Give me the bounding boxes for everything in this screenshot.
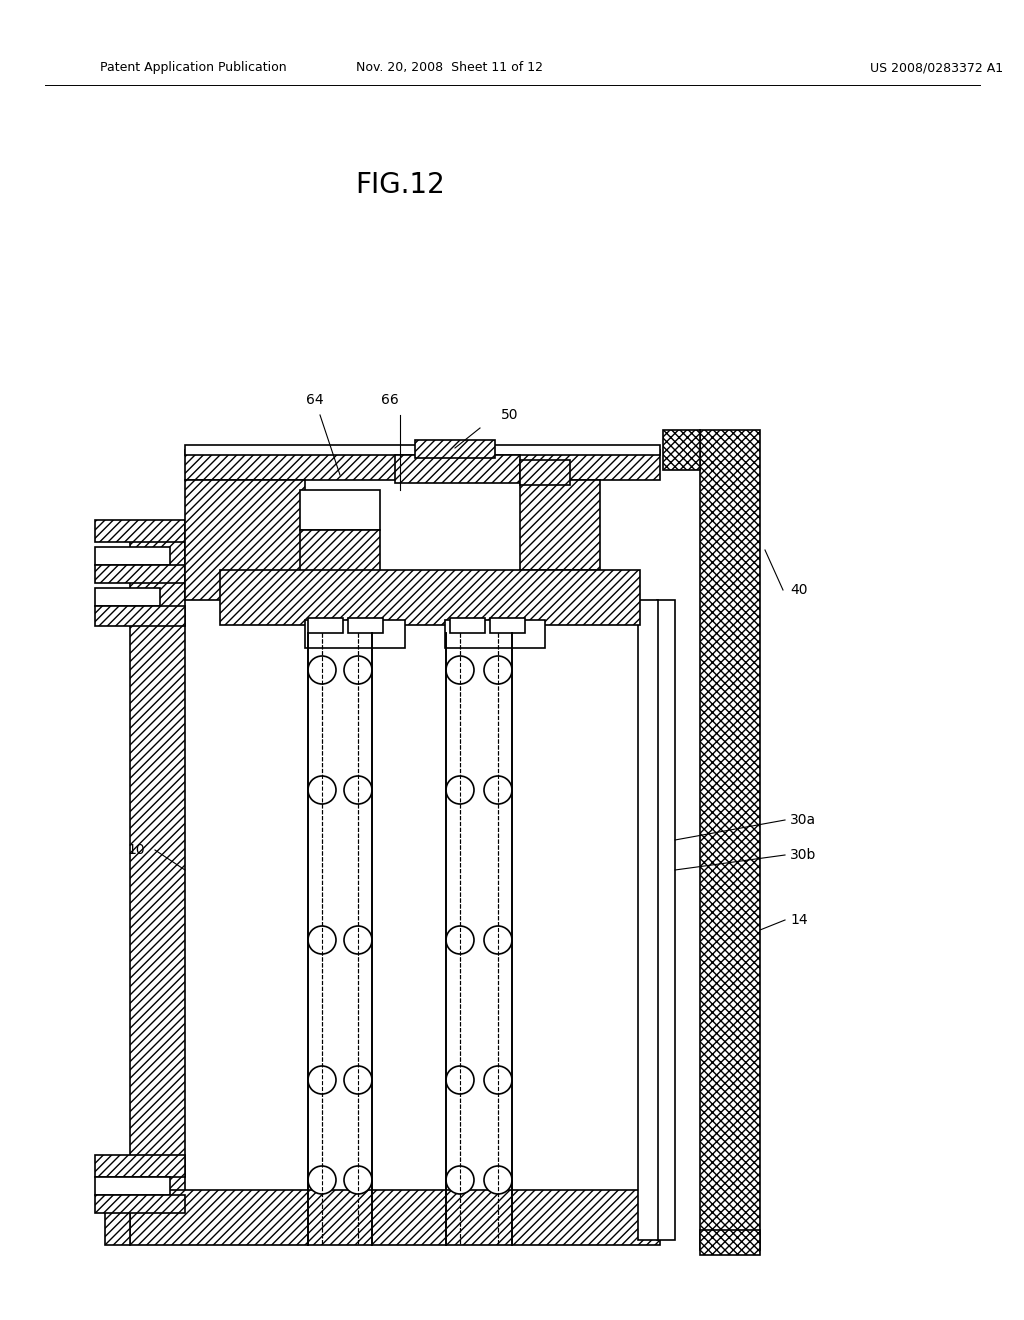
Bar (95, 546, 170, 565)
Text: FIG.12: FIG.12 (355, 172, 444, 199)
Bar (130, 1191, 660, 1245)
Circle shape (484, 1067, 512, 1094)
Bar (520, 480, 600, 570)
Circle shape (308, 656, 336, 684)
Bar (130, 531, 185, 1210)
Bar (514, 631, 634, 1221)
Text: 30b: 30b (790, 847, 816, 862)
Bar (373, 631, 445, 1221)
Bar (185, 480, 305, 601)
Text: Nov. 20, 2008  Sheet 11 of 12: Nov. 20, 2008 Sheet 11 of 12 (356, 62, 544, 74)
Circle shape (446, 776, 474, 804)
Text: 64: 64 (306, 393, 324, 407)
Bar (95, 1155, 185, 1177)
Bar (95, 1177, 170, 1195)
Circle shape (344, 1067, 372, 1094)
Text: Patent Application Publication: Patent Application Publication (100, 62, 287, 74)
Bar (95, 606, 185, 626)
Circle shape (308, 927, 336, 954)
Circle shape (446, 1166, 474, 1195)
Text: 50: 50 (502, 408, 519, 422)
Bar (663, 430, 700, 470)
Circle shape (484, 656, 512, 684)
Bar (700, 430, 760, 1250)
Text: US 2008/0283372 A1: US 2008/0283372 A1 (870, 62, 1004, 74)
Bar (395, 455, 520, 483)
Circle shape (484, 776, 512, 804)
Bar (657, 601, 675, 1239)
Bar (490, 618, 525, 634)
Bar (105, 1175, 130, 1245)
Circle shape (446, 656, 474, 684)
Text: 14: 14 (790, 913, 808, 927)
Bar (186, 631, 306, 1221)
Bar (185, 450, 660, 480)
Circle shape (308, 776, 336, 804)
Bar (638, 601, 658, 1239)
Circle shape (308, 1166, 336, 1195)
Bar (348, 618, 383, 634)
Bar (305, 620, 406, 648)
Circle shape (308, 1067, 336, 1094)
Text: 40: 40 (790, 583, 808, 597)
Bar (308, 618, 343, 634)
Text: 10: 10 (127, 843, 145, 857)
Circle shape (344, 927, 372, 954)
Bar (220, 570, 640, 624)
Circle shape (446, 1067, 474, 1094)
Bar (520, 459, 570, 484)
Circle shape (484, 927, 512, 954)
Text: 30a: 30a (790, 813, 816, 828)
Bar (95, 1195, 185, 1213)
Bar (185, 445, 660, 455)
Bar (305, 620, 406, 648)
Bar (95, 565, 185, 583)
Bar (700, 1230, 760, 1255)
Circle shape (344, 1166, 372, 1195)
Circle shape (446, 927, 474, 954)
Circle shape (344, 656, 372, 684)
Bar (95, 520, 185, 543)
Bar (415, 440, 495, 458)
Circle shape (484, 1166, 512, 1195)
Circle shape (344, 776, 372, 804)
Text: 66: 66 (381, 393, 399, 407)
Bar (95, 587, 160, 606)
Bar (450, 618, 485, 634)
Bar (445, 620, 545, 648)
Bar (300, 531, 380, 576)
Bar (300, 490, 380, 531)
